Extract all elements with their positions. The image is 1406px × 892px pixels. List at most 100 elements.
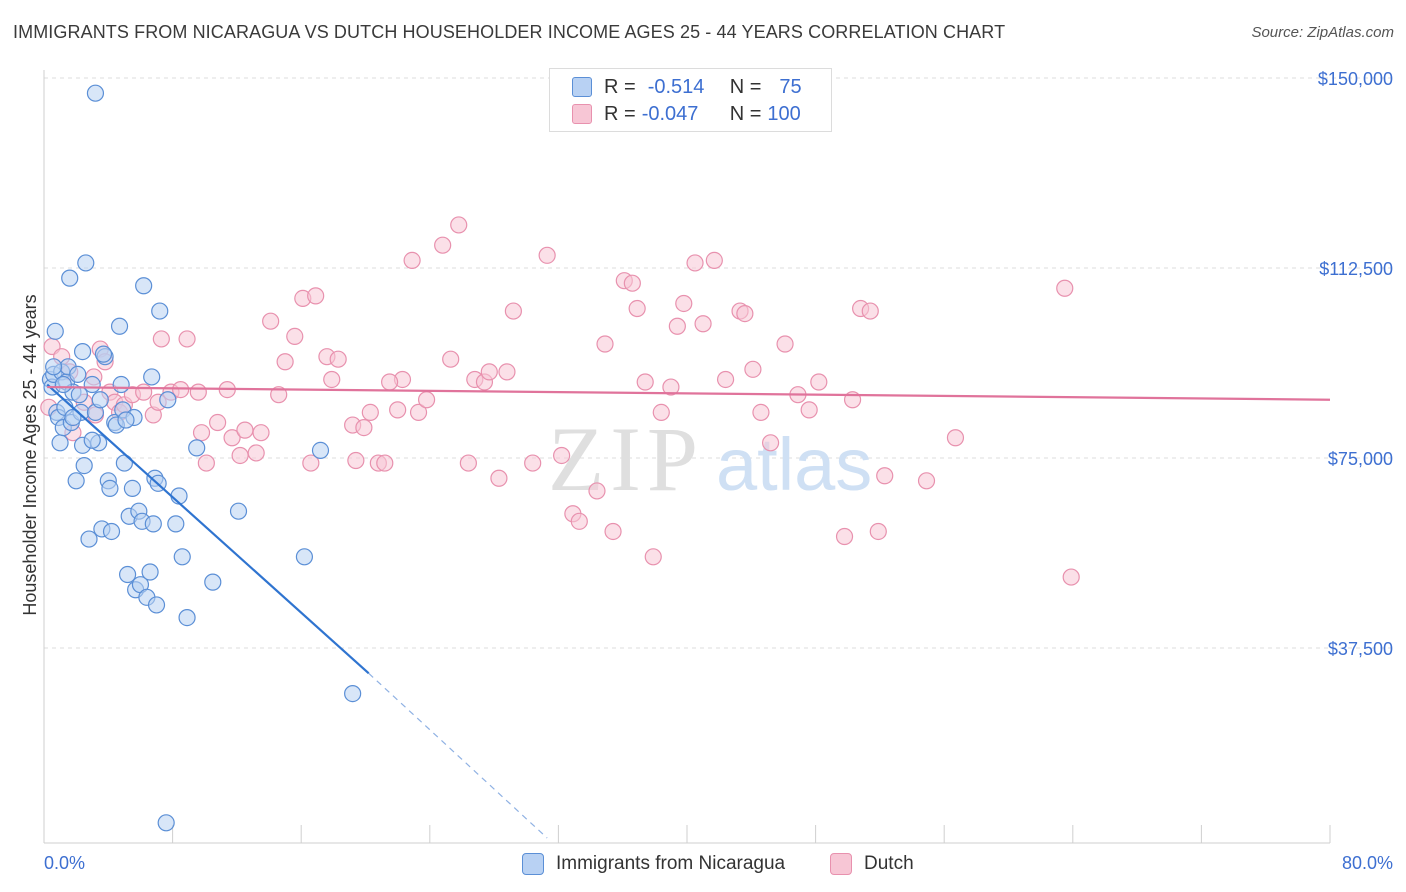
watermark-atlas: atlas [716,423,872,506]
bottom-legend-nicaragua: Immigrants from Nicaragua [522,850,785,878]
dutch-point [761,434,780,452]
nicaragua-point [54,375,72,394]
legend-swatch-blue [572,77,592,97]
nicaragua-point [94,345,113,363]
y-tick-label: $112,500 [1319,259,1393,279]
dutch-point [231,446,249,465]
legend-r-value: -0.514 [647,75,705,98]
nicaragua-point [147,596,166,614]
dutch-point [361,403,379,421]
nicaragua-point [69,365,87,383]
axes [43,70,1331,844]
dutch-point [588,482,606,500]
dutch-point [652,403,670,421]
x-tick-label-min: 0.0% [44,853,85,873]
nicaragua-point [144,515,162,533]
dutch-point [524,454,542,472]
dutch-point [189,383,207,401]
trend-lines [46,383,1331,839]
legend-n-label: N = [729,75,762,98]
dutch-point [262,312,280,330]
dutch-point [347,451,365,470]
dutch-point [409,403,428,421]
dutch-point [236,421,254,439]
dutch-point [504,302,522,320]
y-tick-labels: $37,500 $75,000 $112,500 $150,000 [1318,69,1393,659]
nicaragua-point [80,530,98,548]
nicaragua-point [143,368,161,386]
nicaragua-point [102,522,121,541]
nicaragua-point [101,479,119,497]
dutch-point [223,429,241,447]
dutch-point [376,454,394,472]
legend-n-label: N = [729,102,762,125]
dutch-point [197,454,215,472]
bottom-legend-label-dutch: Dutch [864,853,914,874]
legend-n-value: 75 [779,75,802,98]
dutch-point [644,548,662,566]
dutch-point [705,251,723,269]
dutch-point [480,363,498,381]
bottom-legend-dutch: Dutch [830,850,914,878]
nicaragua-point [46,322,64,340]
dutch-trend-line [47,385,1331,401]
nicaragua-point [157,814,175,832]
nicaragua-point [67,472,85,490]
nicaragua-point [229,502,248,520]
nicaragua-point [204,573,222,591]
dutch-point [596,335,614,353]
y-tick-label: $75,000 [1328,449,1393,469]
dutch-point [869,522,887,541]
x-tick-labels: 0.0% 80.0% [44,853,1393,873]
bottom-legend-swatch-pink [830,853,852,875]
dutch-point [355,419,373,437]
dutch-point [442,350,460,368]
dutch-point [835,527,854,546]
dutch-point [276,353,294,371]
dutch-point [946,429,965,447]
dutch-point [776,335,794,353]
nicaragua-point [117,411,135,429]
dutch-point [209,413,227,432]
nicaragua-point [167,515,185,533]
legend-row-nicaragua: R = -0.514 N = 75 [572,74,802,100]
dutch-point [178,330,196,348]
chart-title: IMMIGRANTS FROM NICARAGUA VS DUTCH HOUSE… [13,22,1006,42]
legend-r-value: -0.047 [641,102,699,125]
bottom-legend-swatch-blue [522,853,544,875]
dutch-point [570,512,588,530]
dutch-point [192,424,211,442]
nicaragua-point [112,375,130,394]
dutch-point [247,444,265,462]
y-tick-label: $37,500 [1328,639,1393,659]
nicaragua-point [295,548,314,566]
nicaragua-point [344,684,362,703]
legend-swatch-pink [572,104,592,124]
dutch-point [417,391,436,409]
nicaragua-point [178,608,196,627]
legend-r-label: R = [604,75,636,98]
dutch-points [40,216,1080,586]
y-tick-label: $150,000 [1318,69,1393,89]
dutch-point [152,330,170,348]
dutch-point [270,386,288,404]
dutch-point [716,370,735,389]
nicaragua-point [141,563,159,581]
nicaragua-point [73,343,92,361]
dutch-point [917,472,936,490]
legend-r-label: R = [604,102,636,125]
watermark: ZIP atlas [548,408,872,510]
dutch-point [744,360,762,378]
dutch-point [604,522,622,541]
dutch-point [389,401,407,419]
nicaragua-point [51,434,69,452]
dutch-point [434,236,452,254]
watermark-zip: ZIP [548,408,704,510]
nicaragua-point [311,441,330,459]
dutch-point [876,467,894,485]
dutch-point [1056,279,1074,297]
dutch-point [668,317,686,335]
legend-n-value: 100 [767,102,801,125]
dutch-point [135,383,153,401]
